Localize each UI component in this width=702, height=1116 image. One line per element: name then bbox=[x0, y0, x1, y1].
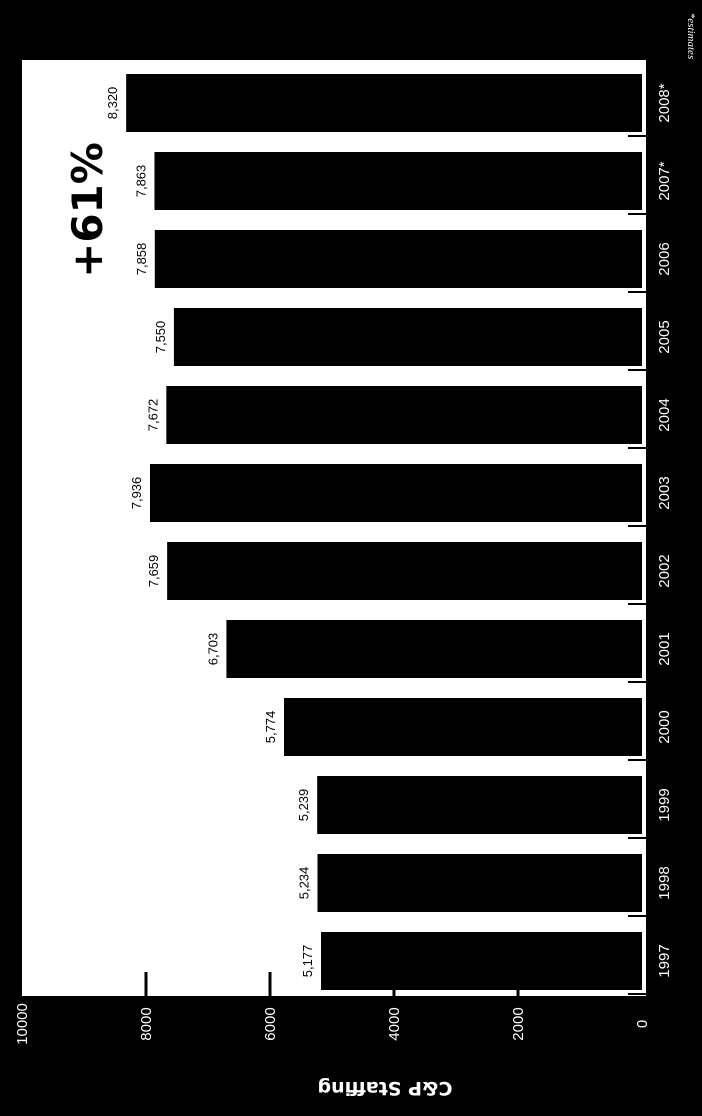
value-label: 6,703 bbox=[205, 633, 220, 666]
value-label: 7,863 bbox=[133, 165, 148, 198]
bar bbox=[167, 542, 642, 600]
value-label: 5,234 bbox=[296, 867, 311, 900]
bar bbox=[226, 620, 642, 678]
y-tick-label: 4000 bbox=[386, 1007, 403, 1040]
value-label: 5,239 bbox=[296, 789, 311, 822]
value-label: 7,672 bbox=[145, 399, 160, 432]
bar bbox=[284, 698, 642, 756]
category-label: 1999 bbox=[656, 788, 673, 821]
plot-area bbox=[22, 60, 646, 996]
value-label: 5,177 bbox=[300, 945, 315, 978]
bar bbox=[317, 854, 642, 912]
category-label: 2008* bbox=[656, 83, 673, 122]
bar bbox=[154, 230, 642, 288]
value-label: 7,659 bbox=[146, 555, 161, 588]
value-label: 7,550 bbox=[153, 321, 168, 354]
category-label: 1998 bbox=[656, 866, 673, 899]
category-label: 2004 bbox=[656, 398, 673, 431]
y-tick-label: 0 bbox=[634, 1020, 651, 1028]
category-label: 2000 bbox=[656, 710, 673, 743]
value-label: 5,774 bbox=[263, 711, 278, 744]
annotation-percent: +61% bbox=[63, 142, 112, 278]
category-label: 2002 bbox=[656, 554, 673, 587]
y-tick-label: 6000 bbox=[262, 1007, 279, 1040]
value-label: 7,858 bbox=[134, 243, 149, 276]
category-label: 1997 bbox=[656, 944, 673, 977]
category-label: 2001 bbox=[656, 632, 673, 665]
y-tick-label: 10000 bbox=[14, 1003, 31, 1045]
y-axis-label: C&P Staffing bbox=[318, 1077, 453, 1099]
bar bbox=[166, 386, 642, 444]
bar bbox=[173, 308, 642, 366]
bar bbox=[317, 776, 642, 834]
y-tick-label: 8000 bbox=[138, 1007, 155, 1040]
value-label: 7,936 bbox=[129, 477, 144, 510]
category-label: 2005 bbox=[656, 320, 673, 353]
bar bbox=[321, 932, 642, 990]
category-label: 2003 bbox=[656, 476, 673, 509]
category-label: 2006 bbox=[656, 242, 673, 275]
footnote: *estimates bbox=[685, 13, 697, 59]
bar bbox=[126, 74, 642, 132]
value-label: 8,320 bbox=[105, 87, 120, 120]
bar bbox=[154, 152, 642, 210]
y-tick-label: 2000 bbox=[510, 1007, 527, 1040]
bar bbox=[149, 464, 642, 522]
category-label: 2007* bbox=[656, 161, 673, 200]
